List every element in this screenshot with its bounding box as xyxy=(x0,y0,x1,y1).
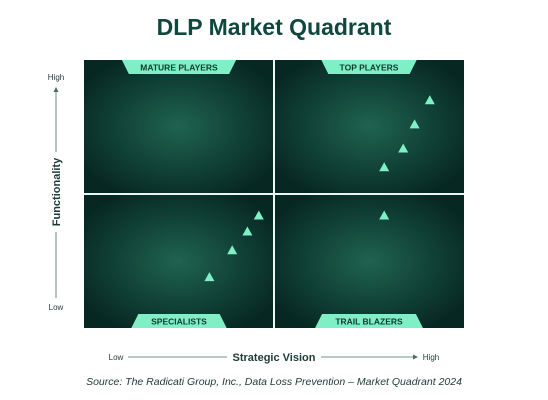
quadrant-label-specialists: SPECIALISTS xyxy=(151,317,207,327)
quadrant-label-top-players: TOP PLAYERS xyxy=(340,63,399,73)
quadrant-label-specialists-tab xyxy=(131,314,227,328)
data-point-2 xyxy=(409,119,420,129)
quadrant-label-trail-blazers: TRAIL BLAZERS xyxy=(335,317,403,327)
data-point-1 xyxy=(424,95,435,105)
quadrant-bottom-left xyxy=(84,195,273,328)
source-note: Source: The Radicati Group, Inc., Data L… xyxy=(86,376,462,388)
data-point-5 xyxy=(379,210,390,220)
x-axis-title: Strategic Vision xyxy=(233,352,316,364)
quadrant-label-mature-players: MATURE PLAYERS xyxy=(140,63,218,73)
data-point-4 xyxy=(379,162,390,172)
y-axis-low-label: Low xyxy=(49,303,64,312)
quadrant-top-right xyxy=(275,60,464,193)
x-axis-low-label: Low xyxy=(109,353,124,362)
data-point-8 xyxy=(227,245,238,255)
y-axis-arrow xyxy=(53,87,59,92)
data-point-3 xyxy=(398,143,409,153)
y-axis-high-label: High xyxy=(48,73,64,82)
quadrant-bottom-right xyxy=(275,195,464,328)
x-axis-arrow xyxy=(413,354,418,360)
quadrant-label-trail-blazers-tab xyxy=(315,314,423,328)
data-point-6 xyxy=(253,210,264,220)
x-axis-high-label: High xyxy=(423,353,439,362)
quadrant-label-top-players-tab xyxy=(321,60,417,74)
quadrant-top-left xyxy=(84,60,273,193)
quadrant-label-mature-players-tab xyxy=(121,60,237,74)
chart-title: DLP Market Quadrant xyxy=(156,14,392,40)
data-point-7 xyxy=(242,226,253,236)
data-point-9 xyxy=(204,272,215,282)
y-axis-title: Functionality xyxy=(51,157,63,226)
